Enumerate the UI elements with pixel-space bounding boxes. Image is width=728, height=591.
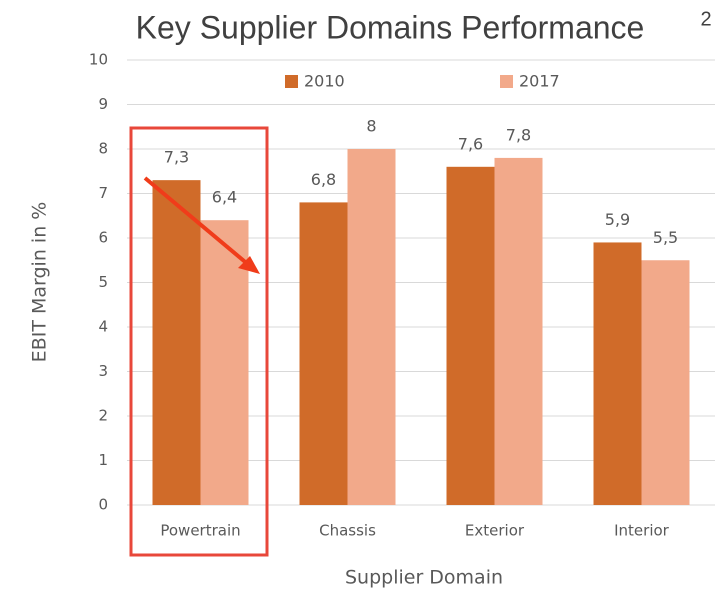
bar <box>494 157 543 505</box>
y-tick-label: 10 <box>89 51 108 69</box>
data-label: 6,4 <box>212 188 237 207</box>
data-label: 8 <box>366 117 376 136</box>
data-label: 5,5 <box>653 228 678 247</box>
legend-label: 2017 <box>519 72 560 91</box>
y-tick-label: 9 <box>98 95 108 113</box>
x-tick-label: Chassis <box>319 522 376 540</box>
data-label: 7,8 <box>506 125 531 144</box>
chart-title: Key Supplier Domains Performance <box>136 9 645 45</box>
y-tick-label: 3 <box>98 362 108 380</box>
x-tick-label: Powertrain <box>160 522 240 540</box>
bar <box>200 220 249 505</box>
data-label: 6,8 <box>311 170 336 189</box>
highlight-box <box>129 126 269 557</box>
bar <box>446 166 495 506</box>
data-label: 7,6 <box>458 134 483 153</box>
trend-arrow <box>143 176 252 268</box>
legend-swatch <box>285 75 298 88</box>
bar <box>347 149 396 505</box>
y-tick-label: 1 <box>98 451 108 469</box>
y-tick-label: 6 <box>98 229 108 247</box>
y-tick-label: 2 <box>98 407 108 425</box>
y-tick-label: 4 <box>98 318 108 336</box>
bar <box>299 202 348 505</box>
y-tick-label: 8 <box>98 140 108 158</box>
x-tick-label: Interior <box>614 522 670 540</box>
bar <box>593 242 642 505</box>
y-tick-label: 5 <box>98 273 108 291</box>
legend-label: 2010 <box>304 72 345 91</box>
bar <box>152 180 201 505</box>
bar <box>641 260 690 505</box>
annotation <box>129 126 269 557</box>
y-axis-label: EBIT Margin in % <box>29 202 51 363</box>
x-axis-label: Supplier Domain <box>345 567 503 589</box>
arrow-head <box>238 256 260 274</box>
data-label: 7,3 <box>164 148 189 167</box>
data-label: 5,9 <box>605 210 630 229</box>
y-tick-label: 0 <box>98 496 108 514</box>
plot-area: 0 1 2 3 4 5 6 7 8 9 10 2010 2017 Powertrain 7,3 6,4 Chas… <box>89 51 715 540</box>
y-tick-label: 7 <box>98 184 108 202</box>
title-superscript: 2 <box>700 8 711 30</box>
legend-swatch <box>500 75 513 88</box>
x-tick-label: Exterior <box>465 522 525 540</box>
